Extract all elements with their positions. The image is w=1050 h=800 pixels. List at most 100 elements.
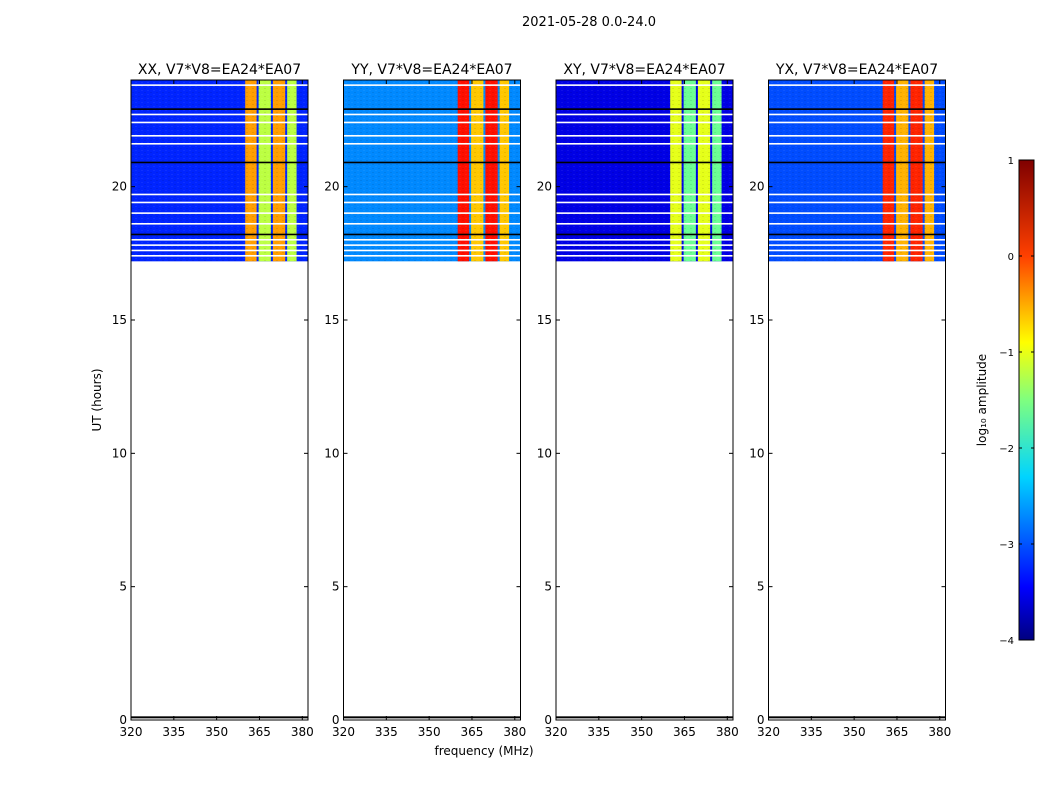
flagged-row <box>131 161 308 164</box>
y-tick-label: 5 <box>757 580 765 594</box>
y-tick-label: 10 <box>537 446 552 460</box>
colorbar-label: log₁₀ amplitude <box>975 354 989 446</box>
y-tick-label: 0 <box>119 713 127 727</box>
flagged-row <box>556 193 733 196</box>
colorbar-tick-label: −3 <box>999 540 1014 551</box>
x-tick-label: 350 <box>205 725 228 739</box>
flagged-row <box>768 249 946 252</box>
x-tick-label: 365 <box>886 725 909 739</box>
y-tick-label: 10 <box>324 446 339 460</box>
colorbar-tick-label: −2 <box>999 444 1014 455</box>
flagged-row <box>768 212 946 214</box>
axes-frame <box>555 79 734 721</box>
flagged-row <box>131 223 308 225</box>
heatmap-texture <box>131 80 308 262</box>
x-tick-label: 335 <box>375 725 398 739</box>
flagged-row <box>556 84 733 86</box>
heatmap-texture <box>768 80 946 262</box>
y-tick-label: 20 <box>112 180 127 194</box>
flagged-row <box>556 233 733 236</box>
flagged-row <box>343 193 521 196</box>
x-tick-label: 380 <box>503 725 526 739</box>
flagged-row <box>343 161 521 164</box>
flagged-row <box>768 84 946 86</box>
flagged-row <box>768 135 946 137</box>
flagged-row <box>768 233 946 236</box>
x-tick-label: 365 <box>248 725 271 739</box>
heatmap-texture <box>556 80 733 262</box>
flagged-row <box>131 143 308 145</box>
flagged-row <box>768 121 946 124</box>
axes-frame <box>768 79 946 721</box>
panel-title: XX, V7*V8=EA24*EA07 <box>138 62 301 78</box>
flagged-row <box>343 108 521 110</box>
flagged-row <box>131 84 308 86</box>
x-tick-label: 380 <box>716 725 739 739</box>
flagged-row <box>131 121 308 124</box>
flagged-row <box>556 201 733 204</box>
axes-frame <box>130 79 309 721</box>
flagged-row <box>556 212 733 214</box>
y-tick-label: 15 <box>324 313 339 327</box>
x-tick-label: 335 <box>162 725 185 739</box>
flagged-row <box>131 201 308 204</box>
panel-4: YX, V7*V8=EA24*EA07 320 335 350 365 380 0 5 10 15… <box>749 62 951 739</box>
x-tick-label: 380 <box>928 725 951 739</box>
flagged-row <box>768 108 946 110</box>
colorbar-gradient <box>1018 159 1035 641</box>
flagged-row <box>768 143 946 145</box>
flagged-row <box>131 255 308 257</box>
flagged-row <box>343 244 521 246</box>
flagged-row <box>343 233 521 236</box>
x-tick-label: 335 <box>587 725 610 739</box>
flagged-row <box>343 255 521 257</box>
x-tick-label: 380 <box>291 725 314 739</box>
x-axis-label: frequency (MHz) <box>434 744 533 758</box>
figure-suptitle: 2021-05-28 0.0-24.0 <box>522 15 656 30</box>
flagged-row <box>768 113 946 116</box>
y-tick-label: 20 <box>324 180 339 194</box>
axes-frame <box>343 79 521 721</box>
y-tick-label: 20 <box>749 180 764 194</box>
x-tick-label: 320 <box>120 725 143 739</box>
flagged-row <box>131 193 308 196</box>
x-tick-label: 350 <box>418 725 441 739</box>
flagged-row <box>556 223 733 225</box>
flagged-row <box>556 255 733 257</box>
flagged-row <box>768 244 946 246</box>
flagged-row <box>343 135 521 137</box>
x-tick-label: 320 <box>757 725 780 739</box>
x-tick-label: 350 <box>843 725 866 739</box>
flagged-row <box>343 223 521 225</box>
y-tick-label: 0 <box>332 713 340 727</box>
panel-title: XY, V7*V8=EA24*EA07 <box>563 62 725 78</box>
y-tick-label: 15 <box>537 313 552 327</box>
flagged-row <box>556 121 733 124</box>
panel-2: YY, V7*V8=EA24*EA07 320 335 350 365 380 0 5 10 15… <box>324 62 526 739</box>
flagged-row <box>768 193 946 196</box>
flagged-row <box>131 233 308 236</box>
flagged-row <box>556 239 733 241</box>
flagged-row <box>556 135 733 137</box>
flagged-row <box>343 212 521 214</box>
colorbar: 1 0 −1 −2 −3 −4 log₁₀ amplitude <box>975 156 1035 647</box>
y-tick-label: 5 <box>544 580 552 594</box>
x-tick-label: 335 <box>800 725 823 739</box>
panel-3: XY, V7*V8=EA24*EA07 320 335 350 365 380 0 5 10 15… <box>537 62 739 739</box>
flagged-row <box>131 249 308 252</box>
flagged-row <box>556 108 733 110</box>
flagged-row <box>131 244 308 246</box>
y-tick-label: 10 <box>749 446 764 460</box>
y-tick-label: 5 <box>332 580 340 594</box>
colorbar-tick-label: −4 <box>999 636 1014 647</box>
y-tick-label: 0 <box>757 713 765 727</box>
flagged-row <box>343 84 521 86</box>
flagged-row <box>556 249 733 252</box>
y-axis-label: UT (hours) <box>90 368 104 431</box>
flagged-row <box>131 113 308 116</box>
baseline-row <box>768 716 946 719</box>
flagged-row <box>556 161 733 164</box>
x-tick-label: 365 <box>461 725 484 739</box>
colorbar-tick-label: 0 <box>1008 252 1014 263</box>
